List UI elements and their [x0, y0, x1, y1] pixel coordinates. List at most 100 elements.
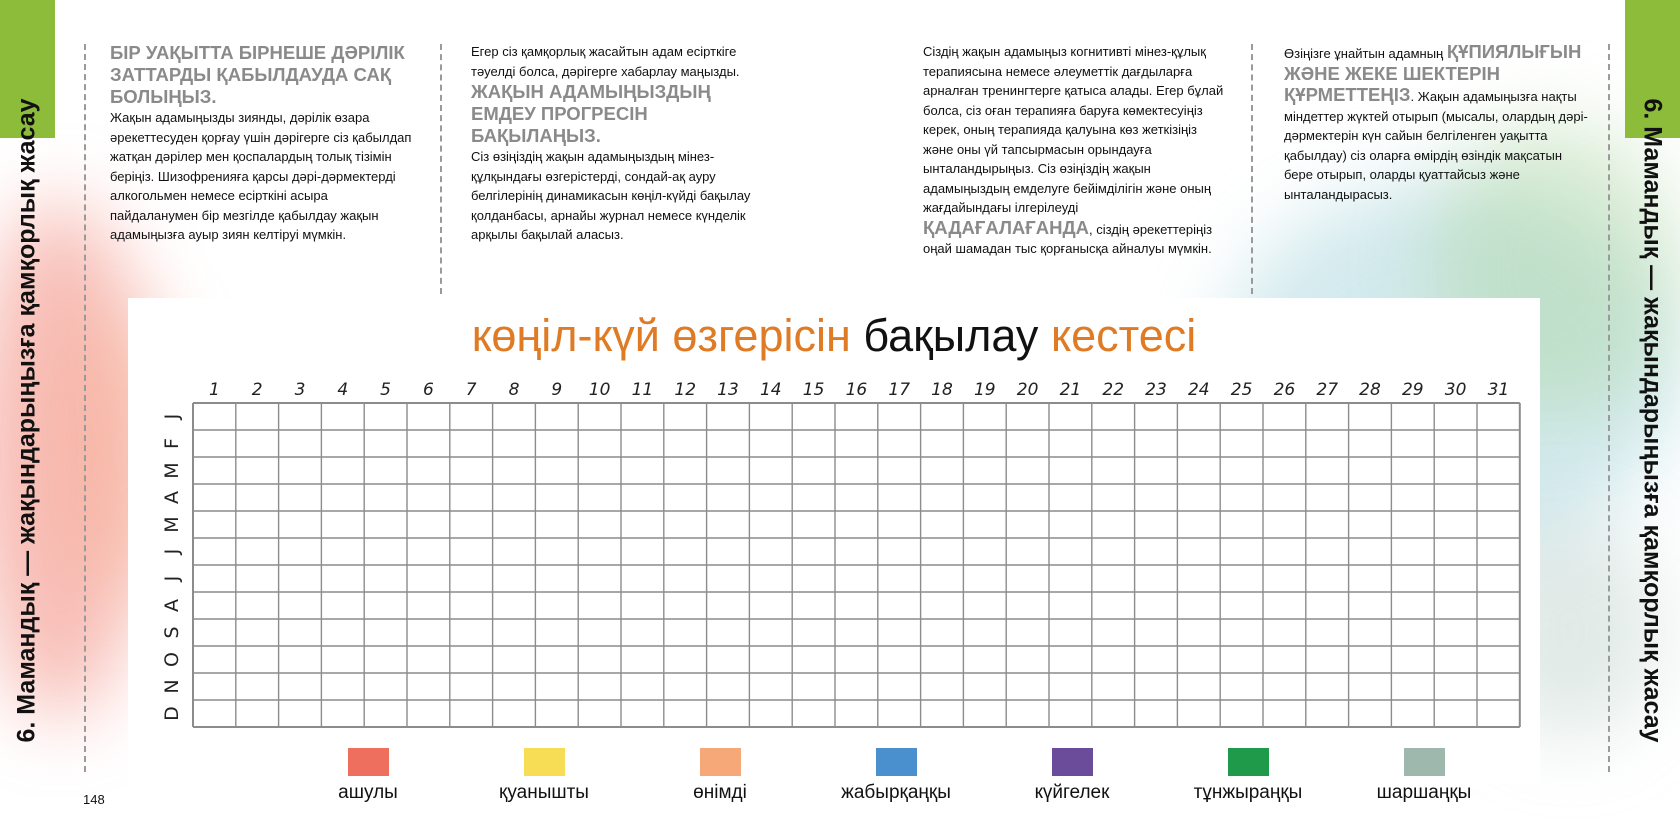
mood-cell[interactable]	[1050, 566, 1091, 591]
mood-cell[interactable]	[836, 404, 877, 429]
mood-cell[interactable]	[793, 458, 834, 483]
mood-cell[interactable]	[1178, 566, 1219, 591]
mood-cell[interactable]	[1392, 647, 1433, 672]
mood-cell[interactable]	[922, 620, 963, 645]
mood-cell[interactable]	[1050, 647, 1091, 672]
mood-cell[interactable]	[1264, 431, 1305, 456]
mood-cell[interactable]	[408, 458, 449, 483]
mood-cell[interactable]	[1435, 566, 1476, 591]
mood-cell[interactable]	[1093, 647, 1134, 672]
mood-cell[interactable]	[1050, 539, 1091, 564]
mood-cell[interactable]	[194, 404, 235, 429]
mood-cell[interactable]	[237, 431, 278, 456]
mood-cell[interactable]	[536, 539, 577, 564]
mood-cell[interactable]	[1350, 458, 1391, 483]
mood-cell[interactable]	[579, 539, 620, 564]
mood-cell[interactable]	[836, 431, 877, 456]
mood-cell[interactable]	[1178, 404, 1219, 429]
mood-cell[interactable]	[964, 458, 1005, 483]
mood-cell[interactable]	[365, 674, 406, 699]
mood-cell[interactable]	[322, 593, 363, 618]
mood-cell[interactable]	[1307, 593, 1348, 618]
mood-cell[interactable]	[750, 539, 791, 564]
mood-cell[interactable]	[1350, 701, 1391, 726]
mood-cell[interactable]	[665, 431, 706, 456]
mood-cell[interactable]	[622, 701, 663, 726]
mood-cell[interactable]	[579, 674, 620, 699]
mood-cell[interactable]	[665, 512, 706, 537]
mood-cell[interactable]	[750, 485, 791, 510]
mood-cell[interactable]	[1478, 404, 1519, 429]
mood-cell[interactable]	[1307, 539, 1348, 564]
mood-cell[interactable]	[1264, 674, 1305, 699]
mood-cell[interactable]	[1392, 431, 1433, 456]
mood-cell[interactable]	[1478, 485, 1519, 510]
mood-cell[interactable]	[194, 674, 235, 699]
mood-cell[interactable]	[879, 701, 920, 726]
mood-cell[interactable]	[408, 620, 449, 645]
mood-cell[interactable]	[1350, 593, 1391, 618]
mood-cell[interactable]	[451, 701, 492, 726]
mood-cell[interactable]	[793, 404, 834, 429]
mood-cell[interactable]	[237, 593, 278, 618]
mood-cell[interactable]	[750, 620, 791, 645]
mood-cell[interactable]	[750, 647, 791, 672]
mood-cell[interactable]	[1392, 485, 1433, 510]
mood-cell[interactable]	[836, 539, 877, 564]
mood-cell[interactable]	[237, 404, 278, 429]
mood-cell[interactable]	[1478, 593, 1519, 618]
mood-cell[interactable]	[194, 431, 235, 456]
mood-cell[interactable]	[836, 674, 877, 699]
mood-cell[interactable]	[964, 593, 1005, 618]
mood-cell[interactable]	[836, 485, 877, 510]
mood-cell[interactable]	[1136, 539, 1177, 564]
mood-cell[interactable]	[708, 566, 749, 591]
mood-cell[interactable]	[1478, 431, 1519, 456]
mood-cell[interactable]	[536, 485, 577, 510]
mood-cell[interactable]	[1264, 485, 1305, 510]
mood-cell[interactable]	[194, 512, 235, 537]
mood-cell[interactable]	[750, 431, 791, 456]
mood-cell[interactable]	[1050, 620, 1091, 645]
mood-cell[interactable]	[237, 566, 278, 591]
mood-cell[interactable]	[922, 647, 963, 672]
mood-cell[interactable]	[665, 566, 706, 591]
mood-cell[interactable]	[494, 647, 535, 672]
mood-cell[interactable]	[964, 566, 1005, 591]
mood-cell[interactable]	[579, 593, 620, 618]
mood-cell[interactable]	[622, 485, 663, 510]
mood-cell[interactable]	[194, 458, 235, 483]
mood-cell[interactable]	[836, 512, 877, 537]
mood-cell[interactable]	[1435, 674, 1476, 699]
mood-cell[interactable]	[1093, 566, 1134, 591]
mood-cell[interactable]	[322, 674, 363, 699]
mood-cell[interactable]	[579, 431, 620, 456]
mood-cell[interactable]	[408, 512, 449, 537]
mood-cell[interactable]	[1350, 566, 1391, 591]
mood-cell[interactable]	[1050, 701, 1091, 726]
mood-cell[interactable]	[365, 620, 406, 645]
mood-cell[interactable]	[708, 539, 749, 564]
mood-cell[interactable]	[579, 647, 620, 672]
mood-cell[interactable]	[836, 647, 877, 672]
mood-cell[interactable]	[1221, 620, 1262, 645]
mood-cell[interactable]	[322, 620, 363, 645]
mood-cell[interactable]	[536, 674, 577, 699]
mood-cell[interactable]	[1350, 404, 1391, 429]
mood-cell[interactable]	[1136, 404, 1177, 429]
mood-cell[interactable]	[708, 647, 749, 672]
mood-cell[interactable]	[793, 566, 834, 591]
mood-cell[interactable]	[793, 593, 834, 618]
mood-cell[interactable]	[1221, 458, 1262, 483]
mood-cell[interactable]	[1478, 647, 1519, 672]
mood-cell[interactable]	[1050, 458, 1091, 483]
mood-cell[interactable]	[1136, 701, 1177, 726]
mood-cell[interactable]	[1435, 458, 1476, 483]
mood-cell[interactable]	[879, 647, 920, 672]
mood-cell[interactable]	[1221, 404, 1262, 429]
mood-cell[interactable]	[665, 485, 706, 510]
mood-cell[interactable]	[1178, 458, 1219, 483]
mood-cell[interactable]	[451, 431, 492, 456]
mood-cell[interactable]	[665, 404, 706, 429]
mood-cell[interactable]	[1264, 593, 1305, 618]
